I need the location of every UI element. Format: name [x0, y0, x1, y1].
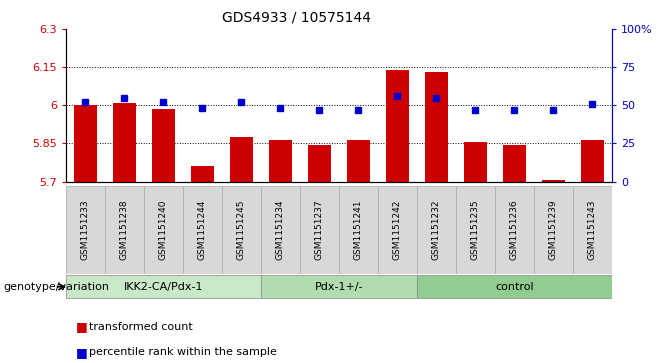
Bar — [66, 186, 105, 274]
Text: GSM1151245: GSM1151245 — [237, 200, 246, 260]
Text: GSM1151233: GSM1151233 — [81, 200, 89, 260]
Text: GSM1151237: GSM1151237 — [315, 200, 324, 260]
Bar — [495, 186, 534, 274]
Text: transformed count: transformed count — [89, 322, 193, 332]
Text: GSM1151239: GSM1151239 — [549, 200, 558, 260]
Bar — [378, 186, 417, 274]
Bar — [542, 180, 565, 182]
Bar — [268, 140, 292, 182]
Text: GSM1151243: GSM1151243 — [588, 200, 597, 260]
Bar — [347, 139, 370, 182]
Bar — [105, 186, 144, 274]
Bar — [300, 186, 339, 274]
Text: GSM1151234: GSM1151234 — [276, 200, 285, 260]
Bar — [74, 105, 97, 182]
Bar — [464, 142, 487, 182]
Text: control: control — [495, 282, 534, 292]
Text: genotype/variation: genotype/variation — [3, 282, 109, 292]
Bar — [573, 186, 612, 274]
Bar — [308, 145, 331, 182]
Text: GSM1151235: GSM1151235 — [471, 200, 480, 260]
Bar — [386, 70, 409, 182]
Text: ■: ■ — [76, 346, 88, 359]
Text: GSM1151244: GSM1151244 — [198, 200, 207, 260]
Text: GSM1151241: GSM1151241 — [354, 200, 363, 260]
Bar — [222, 186, 261, 274]
Text: GSM1151240: GSM1151240 — [159, 200, 168, 260]
Bar — [230, 137, 253, 182]
Bar — [581, 139, 604, 182]
Bar — [456, 186, 495, 274]
Bar — [503, 145, 526, 182]
Bar — [424, 72, 448, 182]
Text: Pdx-1+/-: Pdx-1+/- — [315, 282, 363, 292]
Bar — [113, 103, 136, 182]
Bar — [151, 109, 175, 182]
Bar — [534, 186, 573, 274]
Bar — [339, 186, 378, 274]
Bar — [191, 166, 214, 182]
Text: IKK2-CA/Pdx-1: IKK2-CA/Pdx-1 — [124, 282, 203, 292]
Text: ■: ■ — [76, 320, 88, 333]
Text: percentile rank within the sample: percentile rank within the sample — [89, 347, 277, 357]
Bar — [144, 186, 183, 274]
Bar — [417, 186, 456, 274]
Bar — [261, 186, 300, 274]
Text: GSM1151238: GSM1151238 — [120, 200, 129, 260]
Bar — [66, 275, 261, 298]
Bar — [183, 186, 222, 274]
Text: GDS4933 / 10575144: GDS4933 / 10575144 — [222, 11, 370, 25]
Bar — [417, 275, 612, 298]
Text: GSM1151232: GSM1151232 — [432, 200, 441, 260]
Text: GSM1151242: GSM1151242 — [393, 200, 402, 260]
Bar — [261, 275, 417, 298]
Text: GSM1151236: GSM1151236 — [510, 200, 519, 260]
